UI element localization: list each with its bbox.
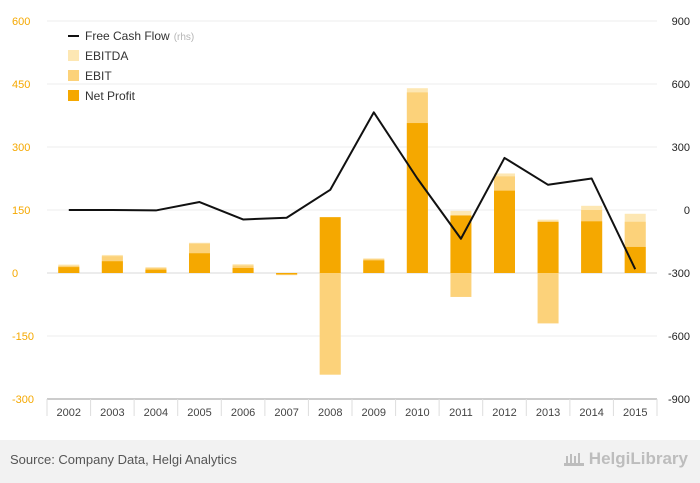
legend-suffix: (rhs): [174, 32, 195, 43]
free-cash-flow-line: [68, 111, 637, 270]
bar-net-profit: [581, 221, 603, 273]
legend-label: EBITDA: [85, 49, 128, 63]
bar-net-profit: [189, 253, 210, 273]
bar-net-profit: [319, 217, 341, 273]
legend-swatch: [68, 70, 79, 81]
legend-swatch: [68, 50, 79, 61]
chart: 600 450 300 150 0 -150 -300 900 600 300 0 -300 -600 -…: [12, 16, 690, 419]
bar-net-profit: [145, 269, 167, 273]
bar-net-profit: [363, 260, 385, 273]
legend-swatch: [68, 90, 79, 101]
x-tick-label: 2008: [318, 407, 342, 419]
bar-ebit: [537, 273, 559, 324]
y-left-tick-label: 150: [12, 205, 30, 217]
x-tick-label: 2012: [492, 407, 516, 419]
library-icon: [563, 453, 584, 466]
bar-ebit: [319, 273, 341, 375]
source-note: Source: Company Data, Helgi Analytics: [10, 452, 237, 467]
x-tick-label: 2015: [623, 407, 647, 419]
line-free-cash-flow: [68, 111, 637, 270]
legend-label: EBIT: [85, 69, 112, 83]
x-tick-label: 2009: [362, 407, 386, 419]
x-tick-label: 2010: [405, 407, 429, 419]
x-tick-label: 2006: [231, 407, 255, 419]
x-tick-label: 2011: [449, 407, 473, 419]
legend: Free Cash Flow (rhs) EBITDA EBIT Net Profit: [68, 29, 194, 103]
y-left-tick-label: 0: [12, 268, 18, 280]
bar-net-profit: [232, 267, 254, 273]
bars: [58, 88, 646, 375]
bar-net-profit: [537, 221, 559, 273]
x-tick-label: 2003: [100, 407, 124, 419]
x-tick-label: 2002: [57, 407, 81, 419]
bar-net-profit: [624, 246, 646, 273]
bar-net-profit: [101, 261, 123, 273]
axes: 600 450 300 150 0 -150 -300 900 600 300 0 -300 -600 -…: [12, 16, 690, 419]
bar-net-profit: [494, 190, 515, 273]
y-right-tick-label: 900: [672, 16, 690, 28]
y-left-tick-label: -150: [12, 331, 34, 343]
brand-logo: HelgiLibrary: [563, 449, 688, 469]
bar-net-profit: [276, 273, 298, 275]
y-right-tick-label: 600: [672, 79, 690, 91]
y-right-tick-label: -900: [668, 394, 690, 406]
x-tick-label: 2014: [579, 407, 603, 419]
bar-net-profit: [58, 267, 80, 273]
x-tick-label: 2005: [187, 407, 211, 419]
footer: Source: Company Data, Helgi Analytics He…: [0, 440, 700, 483]
y-right-tick-label: -600: [668, 331, 690, 343]
y-left-tick-label: 450: [12, 79, 30, 91]
y-right-tick-label: -300: [668, 268, 690, 280]
x-tick-label: 2013: [536, 407, 560, 419]
brand-name: HelgiLibrary: [588, 449, 688, 468]
y-right-tick-label: 0: [684, 205, 690, 217]
y-left-tick-label: 600: [12, 16, 30, 28]
bar-ebit: [450, 273, 472, 297]
bar-net-profit: [406, 123, 428, 273]
y-left-tick-label: 300: [12, 142, 30, 154]
x-tick-label: 2007: [274, 407, 298, 419]
legend-label: Net Profit: [85, 89, 136, 103]
x-tick-label: 2004: [144, 407, 168, 419]
y-right-tick-label: 300: [672, 142, 690, 154]
legend-label: Free Cash Flow (rhs): [85, 29, 194, 43]
y-left-tick-label: -300: [12, 394, 34, 406]
